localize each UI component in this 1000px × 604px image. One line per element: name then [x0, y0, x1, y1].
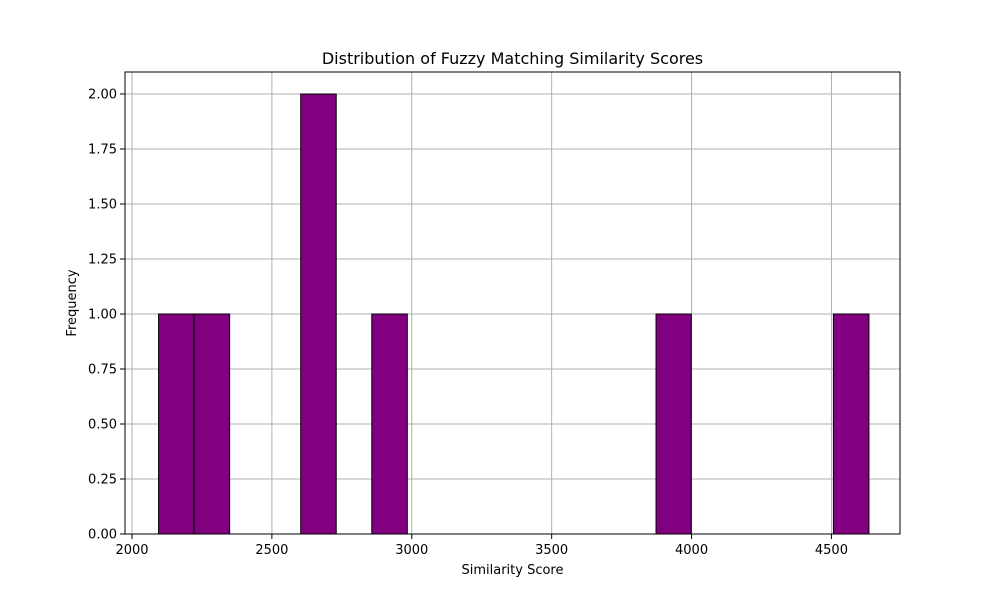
y-tick-label: 0.25 [88, 473, 117, 488]
y-tick-label: 0.00 [88, 528, 117, 543]
histogram-bar [832, 313, 870, 535]
y-tick-label: 1.50 [88, 198, 117, 213]
histogram-bar [158, 313, 195, 535]
y-tick-label: 2.00 [88, 88, 117, 103]
y-axis-title: Frequency [65, 269, 80, 336]
x-tick-label: 3000 [395, 543, 428, 558]
y-tick-label: 1.00 [88, 308, 117, 323]
y-tick-label: 0.75 [88, 363, 117, 378]
histogram-bar [655, 313, 692, 535]
y-tick-label: 1.25 [88, 253, 117, 268]
y-tick-label: 1.75 [88, 143, 117, 158]
x-tick-label: 2000 [115, 543, 148, 558]
bars [158, 93, 870, 535]
chart-title: Distribution of Fuzzy Matching Similarit… [322, 49, 703, 68]
histogram-bar [371, 313, 408, 535]
x-tick-label: 4000 [675, 543, 708, 558]
x-tick-label: 4500 [815, 543, 848, 558]
y-axis: 0.00 0.25 0.50 0.75 1.00 1.25 1.50 1.75 2.00 [88, 88, 125, 543]
x-axis-title: Similarity Score [461, 563, 563, 578]
x-axis: 2000 2500 3000 3500 4000 4500 [115, 534, 848, 558]
grid [125, 72, 900, 535]
x-tick-label: 2500 [255, 543, 288, 558]
x-tick-label: 3500 [535, 543, 568, 558]
plot-frame [124, 71, 901, 535]
histogram-bar [193, 313, 231, 535]
histogram-bar [300, 93, 337, 535]
y-tick-label: 0.50 [88, 418, 117, 433]
